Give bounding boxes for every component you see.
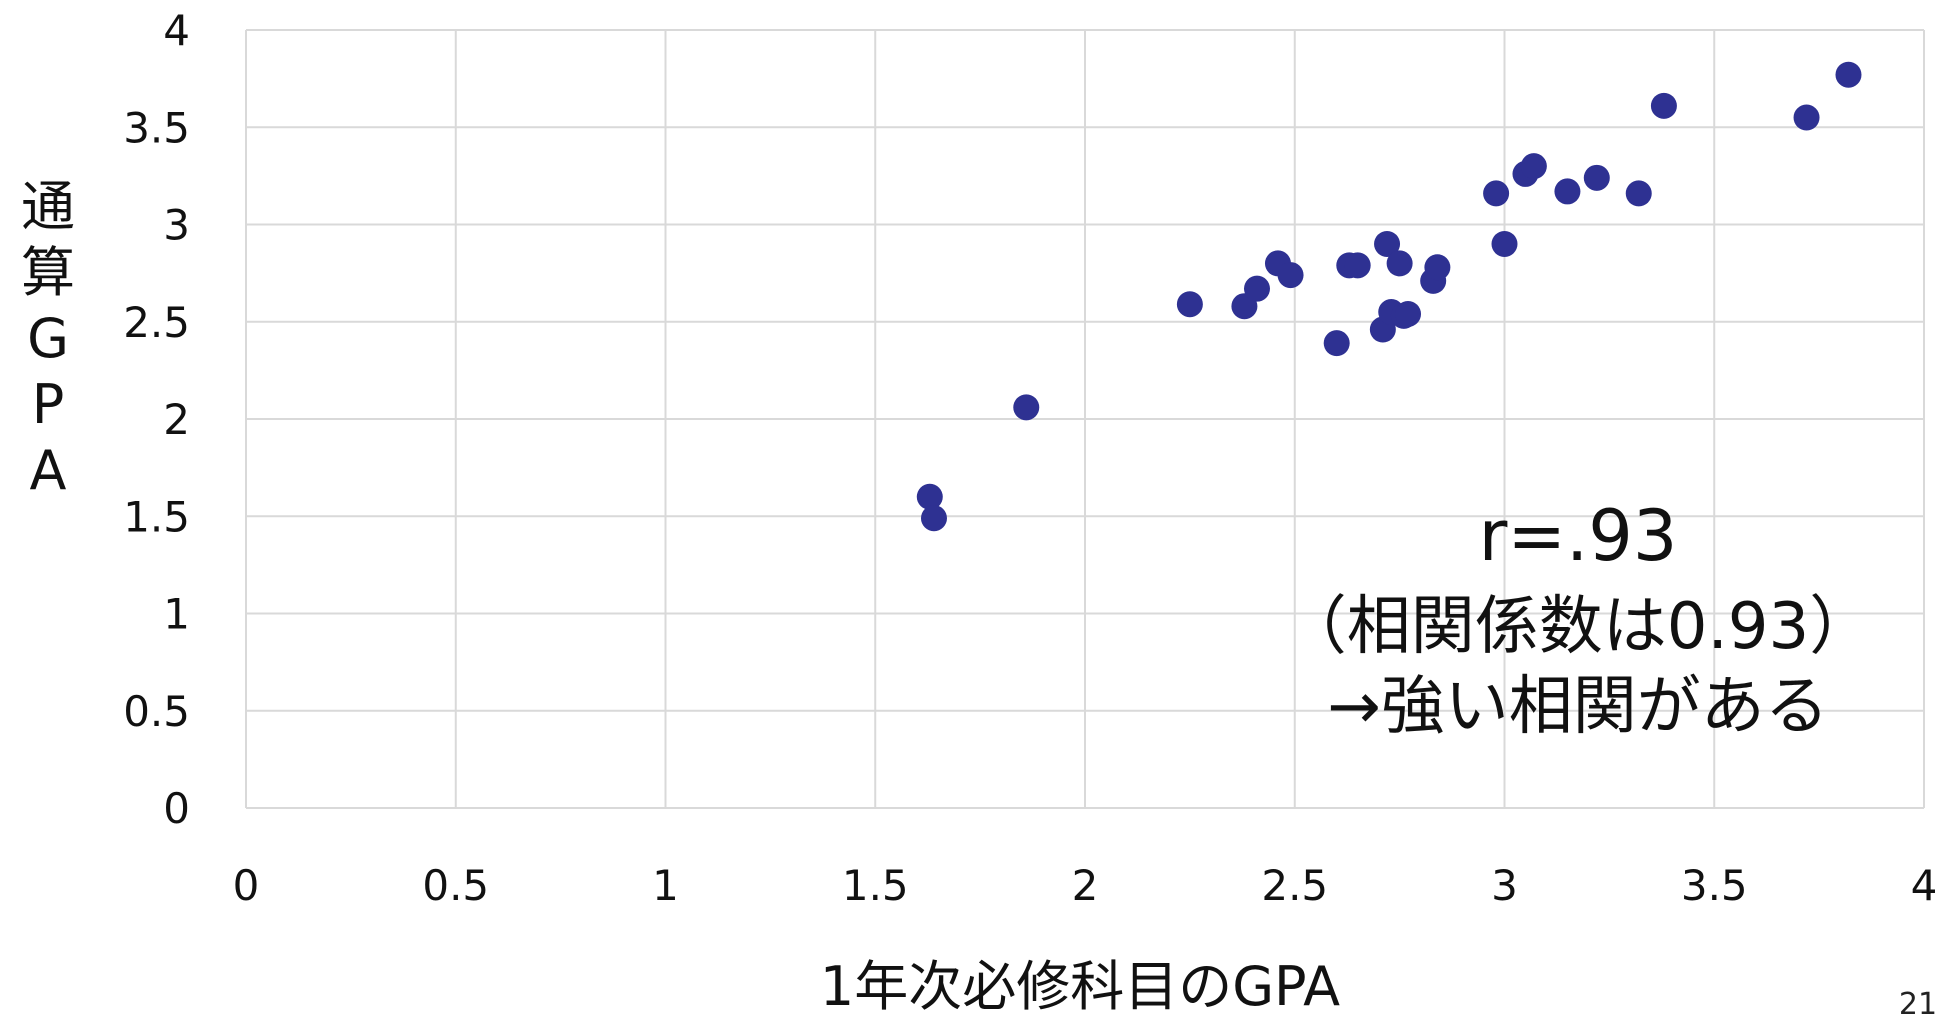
x-tick-label: 4 bbox=[1911, 861, 1938, 910]
data-point bbox=[916, 483, 943, 510]
y-tick-label: 3 bbox=[163, 201, 190, 250]
x-tick-label: 2 bbox=[1072, 861, 1099, 910]
data-point bbox=[1374, 230, 1401, 257]
annotation-r-value: r=.93 bbox=[1479, 495, 1678, 577]
page-number: 21 bbox=[1899, 987, 1937, 1014]
annotation-conclusion: →強い相関がある bbox=[1327, 670, 1829, 744]
data-point bbox=[1386, 250, 1413, 277]
data-point bbox=[1625, 180, 1652, 207]
x-axis-title: 1年次必修科目のGPA bbox=[820, 955, 1340, 1014]
y-tick-label: 3.5 bbox=[123, 103, 190, 152]
data-point bbox=[1395, 300, 1422, 327]
annotation-coefficient: （相関係数は0.93） bbox=[1283, 590, 1874, 664]
data-point bbox=[920, 505, 947, 532]
x-tick-label: 3.5 bbox=[1681, 861, 1748, 910]
y-axis-title-char: P bbox=[32, 373, 65, 436]
data-point bbox=[1491, 230, 1518, 257]
data-point bbox=[1520, 153, 1547, 180]
y-tick-label: 1.5 bbox=[123, 492, 190, 541]
data-point bbox=[1650, 92, 1677, 119]
y-tick-label: 4 bbox=[163, 6, 190, 55]
y-axis-title-char: 算 bbox=[21, 241, 75, 304]
data-points bbox=[916, 61, 1862, 532]
correlation-annotation: r=.93 （相関係数は0.93） →強い相関がある bbox=[1283, 495, 1874, 744]
y-tick-label: 1 bbox=[163, 590, 190, 639]
y-axis-title-char: 通 bbox=[21, 175, 75, 238]
data-point bbox=[1323, 330, 1350, 357]
y-axis-title-char: A bbox=[30, 439, 67, 502]
data-point bbox=[1554, 178, 1581, 205]
y-tick-label: 2.5 bbox=[123, 298, 190, 347]
data-point bbox=[1835, 61, 1862, 88]
data-point bbox=[1344, 252, 1371, 279]
data-point bbox=[1424, 254, 1451, 281]
data-point bbox=[1583, 164, 1610, 191]
y-tick-label: 0.5 bbox=[123, 687, 190, 736]
x-tick-label: 3 bbox=[1491, 861, 1518, 910]
x-tick-label: 0 bbox=[233, 861, 260, 910]
data-point bbox=[1013, 394, 1040, 421]
x-tick-label: 1 bbox=[652, 861, 679, 910]
y-tick-labels: 0 0.5 1 1.5 2 2.5 3 3.5 4 bbox=[123, 6, 190, 833]
x-tick-labels: 0 0.5 1 1.5 2 2.5 3 3.5 4 bbox=[233, 861, 1938, 910]
y-tick-label: 2 bbox=[163, 395, 190, 444]
x-tick-label: 0.5 bbox=[422, 861, 489, 910]
data-point bbox=[1483, 180, 1510, 207]
y-tick-label: 0 bbox=[163, 784, 190, 833]
x-tick-label: 1.5 bbox=[842, 861, 909, 910]
y-axis-title-char: G bbox=[27, 307, 69, 370]
x-tick-label: 2.5 bbox=[1261, 861, 1328, 910]
data-point bbox=[1243, 275, 1270, 302]
data-point bbox=[1176, 291, 1203, 318]
grid-lines bbox=[245, 29, 1925, 809]
data-point bbox=[1277, 262, 1304, 289]
data-point bbox=[1793, 104, 1820, 131]
